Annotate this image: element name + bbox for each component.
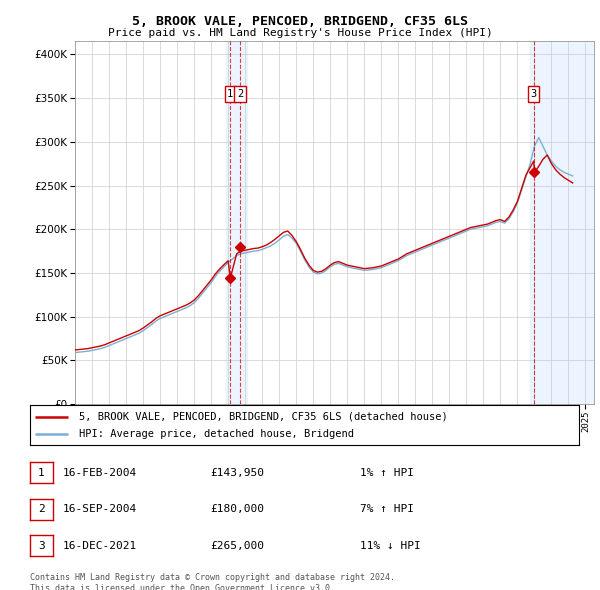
Text: 7% ↑ HPI: 7% ↑ HPI [360,504,414,514]
Text: HPI: Average price, detached house, Bridgend: HPI: Average price, detached house, Brid… [79,429,355,439]
Text: 16-DEC-2021: 16-DEC-2021 [63,541,137,550]
Text: 3: 3 [38,541,45,550]
Text: 16-FEB-2004: 16-FEB-2004 [63,468,137,477]
Text: £180,000: £180,000 [210,504,264,514]
Text: This data is licensed under the Open Government Licence v3.0.: This data is licensed under the Open Gov… [30,584,335,590]
Text: Contains HM Land Registry data © Crown copyright and database right 2024.: Contains HM Land Registry data © Crown c… [30,573,395,582]
Text: 1: 1 [38,468,45,477]
Text: 3: 3 [530,89,537,99]
Text: 1% ↑ HPI: 1% ↑ HPI [360,468,414,477]
Bar [226,41,247,404]
Bar [530,41,594,404]
Text: £143,950: £143,950 [210,468,264,477]
Text: Price paid vs. HM Land Registry's House Price Index (HPI): Price paid vs. HM Land Registry's House … [107,28,493,38]
Text: £265,000: £265,000 [210,541,264,550]
Text: 16-SEP-2004: 16-SEP-2004 [63,504,137,514]
Text: 2: 2 [38,504,45,514]
Text: 1: 1 [227,89,233,99]
Text: 5, BROOK VALE, PENCOED, BRIDGEND, CF35 6LS: 5, BROOK VALE, PENCOED, BRIDGEND, CF35 6… [132,15,468,28]
Text: 2: 2 [237,89,244,99]
Text: 11% ↓ HPI: 11% ↓ HPI [360,541,421,550]
Text: 5, BROOK VALE, PENCOED, BRIDGEND, CF35 6LS (detached house): 5, BROOK VALE, PENCOED, BRIDGEND, CF35 6… [79,412,448,422]
